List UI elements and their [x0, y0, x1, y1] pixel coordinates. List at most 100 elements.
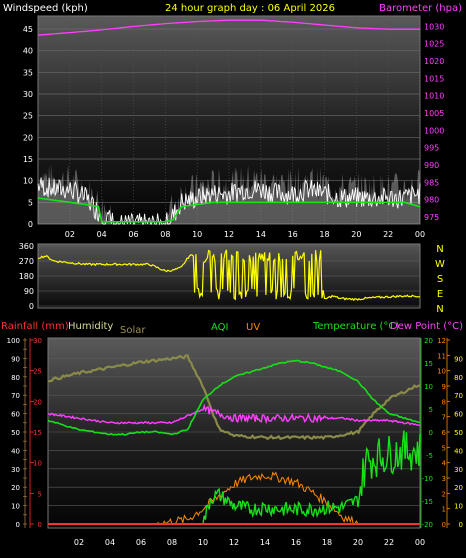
bottom-x-tick-label: 10	[198, 538, 208, 547]
uv-tick-label: 9	[442, 383, 446, 391]
direction-letter: N	[436, 304, 443, 315]
humidity-tick-label: 30	[11, 466, 20, 474]
top-x-tick-label: 00	[415, 230, 425, 239]
humidity-tick-label: 90	[11, 355, 20, 363]
bottom-x-tick-label: 16	[291, 538, 301, 547]
humidity-tick-label: 0	[16, 521, 20, 529]
rain-tick-label: 0	[38, 521, 42, 529]
rain-tick-label: 5	[38, 490, 42, 498]
humidity-tick-label: 60	[11, 411, 20, 419]
uv-tick-label: 10	[437, 368, 446, 376]
temperature-tick-label: -15	[422, 498, 433, 506]
uv-tick-label: 12	[437, 337, 446, 345]
temperature-tick-label: 5	[429, 406, 433, 414]
temperature-tick-label: -10	[422, 475, 433, 483]
wind-tick-label: 15	[23, 155, 33, 164]
temperature-tick-label: 15	[424, 360, 433, 368]
temperature-tick-label: 20	[424, 337, 433, 345]
top-x-tick-label: 12	[224, 230, 234, 239]
uv-tick-label: 1	[442, 506, 446, 514]
barometer-tick-label: 980	[424, 196, 439, 205]
bottom-x-tick-label: 04	[105, 538, 115, 547]
aqi-tick-label: 0	[459, 521, 463, 529]
top-x-tick-label: 02	[65, 230, 75, 239]
uv-tick-label: 11	[437, 352, 446, 360]
wind-tick-label: 0	[28, 220, 33, 229]
wind-tick-label: 45	[23, 25, 33, 34]
direction-letter: W	[435, 259, 445, 270]
bottom-x-tick-label: 20	[353, 538, 363, 547]
bottom-x-tick-label: 00	[415, 538, 425, 547]
aqi-tick-label: 90	[454, 355, 463, 363]
bottom-x-tick-label: 12	[229, 538, 239, 547]
top-x-tick-label: 14	[256, 230, 266, 239]
humidity-tick-label: 80	[11, 374, 20, 382]
rain-tick-label: 15	[33, 429, 42, 437]
top-x-tick-label: 06	[128, 230, 138, 239]
uv-tick-label: 6	[442, 429, 447, 437]
legend-rainfall: Rainfall (mm)	[1, 321, 69, 332]
barometer-tick-label: 1030	[424, 22, 444, 31]
temperature-tick-label: 0	[429, 429, 433, 437]
wind-tick-label: 10	[23, 177, 33, 186]
uv-tick-label: 5	[442, 444, 446, 452]
humidity-tick-label: 70	[11, 392, 20, 400]
direction-letter: E	[437, 289, 443, 300]
aqi-tick-label: 70	[454, 392, 463, 400]
wind-tick-label: 20	[23, 133, 33, 142]
barometer-tick-label: 985	[424, 178, 439, 187]
direction-tick-label: 360	[19, 242, 34, 251]
humidity-tick-label: 10	[11, 503, 20, 511]
barometer-tick-label: 990	[424, 161, 439, 170]
legend-temperature: Temperature (°C)	[312, 321, 399, 332]
uv-tick-label: 0	[442, 521, 446, 529]
barometer-tick-label: 995	[424, 144, 439, 153]
barometer-tick-label: 1020	[424, 57, 444, 66]
barometer-tick-label: 1010	[424, 92, 444, 101]
uv-tick-label: 4	[442, 460, 447, 468]
temperature-line	[47, 359, 421, 436]
legend-solar: Solar	[120, 325, 146, 336]
wind-tick-label: 35	[23, 68, 33, 77]
bottom-x-tick-label: 14	[260, 538, 270, 547]
top-x-tick-label: 20	[351, 230, 361, 239]
wind-tick-label: 40	[23, 47, 33, 56]
uv-tick-label: 7	[442, 414, 446, 422]
barometer-tick-label: 1025	[424, 40, 444, 49]
direction-tick-label: 180	[19, 272, 34, 281]
barometer-tick-label: 1015	[424, 74, 444, 83]
wind-direction-line	[37, 249, 420, 302]
humidity-tick-label: 100	[7, 337, 20, 345]
top-x-tick-label: 10	[192, 230, 202, 239]
uv-tick-label: 8	[442, 398, 446, 406]
barometer-line	[37, 19, 420, 36]
rain-tick-label: 30	[33, 337, 42, 345]
top-x-tick-label: 04	[97, 230, 107, 239]
bottom-x-tick-label: 08	[167, 538, 177, 547]
dewpoint-line	[47, 403, 421, 427]
humidity-line	[47, 354, 421, 441]
top-x-tick-label: 22	[383, 230, 393, 239]
chart-title: 24 hour graph day : 06 April 2026	[165, 3, 335, 14]
wind-tick-label: 25	[23, 112, 33, 121]
legend-dewpoint: Dew Point (°C)	[390, 321, 463, 332]
uv-tick-label: 3	[442, 475, 446, 483]
rain-tick-label: 10	[33, 460, 42, 468]
legend-aqi: AQI	[211, 322, 229, 333]
aqi-tick-label: 30	[454, 466, 463, 474]
barometer-tick-label: 975	[424, 213, 439, 222]
aqi-tick-label: 40	[454, 447, 463, 455]
rain-tick-label: 20	[33, 398, 42, 406]
direction-letter: S	[437, 274, 443, 285]
wind-tick-label: 30	[23, 90, 33, 99]
direction-tick-label: 90	[24, 287, 34, 296]
legend-uv: UV	[246, 322, 260, 333]
top-x-tick-label: 16	[288, 230, 298, 239]
bottom-x-tick-label: 02	[74, 538, 84, 547]
bottom-x-tick-label: 18	[322, 538, 332, 547]
top-x-tick-label: 08	[160, 230, 170, 239]
direction-tick-label: 270	[19, 257, 34, 266]
legend-humidity: Humidity	[68, 321, 113, 332]
humidity-tick-label: 20	[11, 484, 20, 492]
